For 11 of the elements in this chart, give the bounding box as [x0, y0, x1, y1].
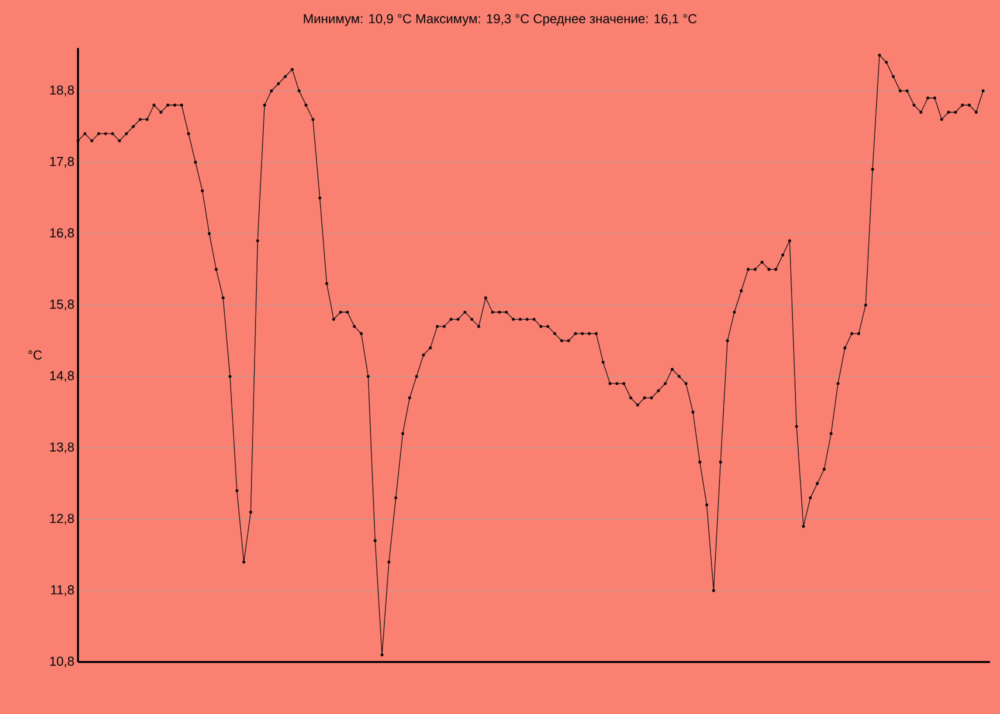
- y-tick-label: 10,8: [50, 656, 74, 668]
- y-tick-label: 15,8: [50, 300, 74, 310]
- y-axis-title: °C: [28, 350, 42, 360]
- y-tick-label: 18,8: [50, 85, 74, 96]
- y-tick-label: 14,8: [50, 371, 74, 382]
- y-tick-label: 11,8: [51, 585, 74, 596]
- y-tick-label: 16,8: [50, 228, 74, 239]
- y-tick-label: 12,8: [50, 514, 74, 525]
- y-tick-label: 17,8: [50, 156, 74, 168]
- y-tick-label: 13,8: [50, 442, 74, 454]
- chart-title: Минимум: 10,9 °C Максимум: 19,3 °C Среднее значение: 16,1 °C: [304, 14, 697, 26]
